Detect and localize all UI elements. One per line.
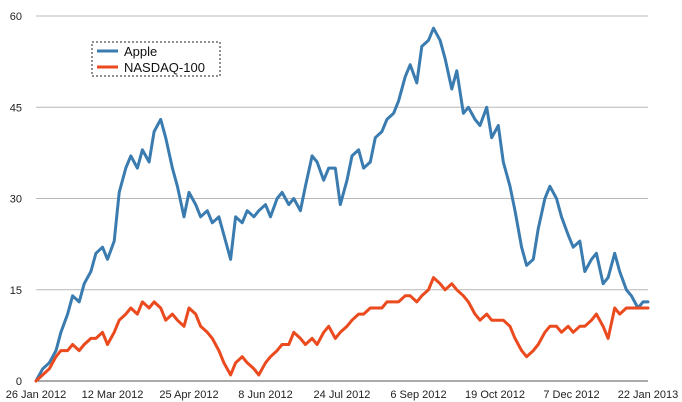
series-line-apple bbox=[34, 26, 650, 383]
series-lines bbox=[34, 26, 650, 383]
x-tick-label: 8 Jun 2012 bbox=[238, 389, 292, 401]
y-axis-tick-labels: 0 15 30 45 60 bbox=[10, 11, 22, 388]
series-line-nasdaq-100 bbox=[34, 276, 650, 383]
y-tick-label: 60 bbox=[10, 11, 22, 23]
y-tick-label: 0 bbox=[16, 376, 22, 388]
x-tick-label: 19 Oct 2012 bbox=[465, 389, 525, 401]
y-tick-label: 15 bbox=[10, 285, 22, 297]
x-tick-label: 25 Apr 2012 bbox=[159, 389, 218, 401]
legend-label-apple: Apple bbox=[124, 44, 157, 59]
x-tick-label: 24 Jul 2012 bbox=[314, 389, 371, 401]
x-tick-label: 22 Jan 2013 bbox=[618, 389, 679, 401]
y-tick-label: 45 bbox=[10, 102, 22, 114]
legend: Apple NASDAQ-100 bbox=[91, 41, 221, 77]
x-axis-tick-labels: 26 Jan 2012 12 Mar 2012 25 Apr 2012 8 Jun 2… bbox=[6, 389, 679, 401]
x-tick-label: 6 Sep 2012 bbox=[390, 389, 446, 401]
legend-box bbox=[91, 41, 221, 77]
x-tick-label: 26 Jan 2012 bbox=[6, 389, 67, 401]
x-tick-label: 7 Dec 2012 bbox=[543, 389, 599, 401]
y-tick-label: 30 bbox=[10, 194, 22, 206]
legend-label-nasdaq: NASDAQ-100 bbox=[124, 60, 205, 75]
x-tick-label: 12 Mar 2012 bbox=[82, 389, 144, 401]
